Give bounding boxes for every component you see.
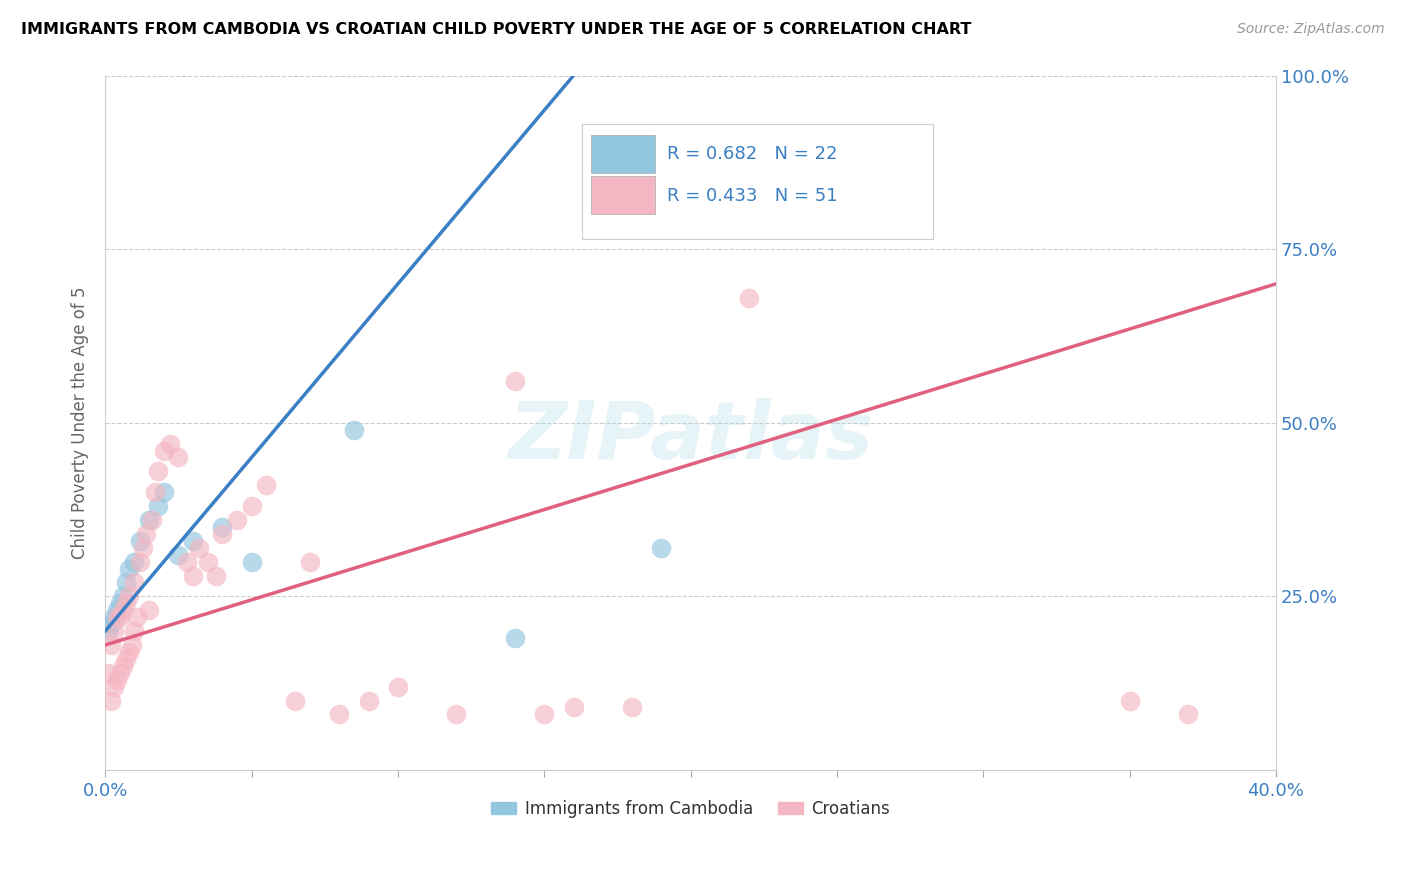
Point [240,555,263,569]
Point [152,485,174,500]
Point [121,638,143,652]
Point [146,464,169,478]
Point [143,485,166,500]
Point [328,707,350,722]
Text: R = 0.682   N = 22: R = 0.682 N = 22 [668,145,838,163]
Point [100,638,122,652]
Point [129,533,152,548]
Point [211,527,233,541]
Point [103,610,125,624]
Point [503,631,526,645]
Point [284,693,307,707]
Point [132,541,155,555]
Point [187,541,209,555]
Point [503,374,526,388]
Point [108,596,131,610]
Point [159,436,181,450]
Point [117,645,139,659]
Point [138,603,160,617]
Point [124,555,146,569]
Point [114,596,136,610]
Point [205,568,228,582]
Point [108,665,131,680]
Point [533,707,555,722]
Point [105,673,128,687]
Point [1118,693,1140,707]
Point [141,513,163,527]
Point [240,499,263,513]
Point [97,665,120,680]
Point [105,610,128,624]
Point [562,700,585,714]
Point [146,499,169,513]
FancyBboxPatch shape [591,177,655,214]
Point [103,624,125,639]
Point [167,548,190,562]
Legend: Immigrants from Cambodia, Croatians: Immigrants from Cambodia, Croatians [485,793,897,824]
Point [738,291,761,305]
Point [100,693,122,707]
Point [100,617,122,632]
Point [127,610,149,624]
FancyBboxPatch shape [591,135,655,173]
Point [343,423,366,437]
Point [111,658,134,673]
Point [111,590,134,604]
Point [167,450,190,465]
Point [197,555,219,569]
Point [138,513,160,527]
Point [226,513,249,527]
Point [650,541,672,555]
Point [114,575,136,590]
Point [152,443,174,458]
Text: IMMIGRANTS FROM CAMBODIA VS CROATIAN CHILD POVERTY UNDER THE AGE OF 5 CORRELATIO: IMMIGRANTS FROM CAMBODIA VS CROATIAN CHI… [21,22,972,37]
Point [254,478,277,492]
Point [129,555,152,569]
Point [446,707,468,722]
Point [97,624,120,639]
Point [117,561,139,575]
Point [135,527,157,541]
Point [1177,707,1199,722]
Point [181,568,204,582]
Point [114,652,136,666]
Point [387,680,409,694]
Y-axis label: Child Poverty Under the Age of 5: Child Poverty Under the Age of 5 [72,286,89,559]
Point [111,603,134,617]
Point [117,590,139,604]
Point [621,700,644,714]
Point [176,555,198,569]
Text: ZIPatlas: ZIPatlas [508,398,873,475]
Point [124,624,146,639]
Point [357,693,380,707]
FancyBboxPatch shape [582,124,934,239]
Point [105,603,128,617]
Text: Source: ZipAtlas.com: Source: ZipAtlas.com [1237,22,1385,37]
Text: R = 0.433   N = 51: R = 0.433 N = 51 [668,186,838,204]
Point [108,610,131,624]
Point [124,575,146,590]
Point [211,520,233,534]
Point [299,555,322,569]
Point [181,533,204,548]
Point [103,680,125,694]
